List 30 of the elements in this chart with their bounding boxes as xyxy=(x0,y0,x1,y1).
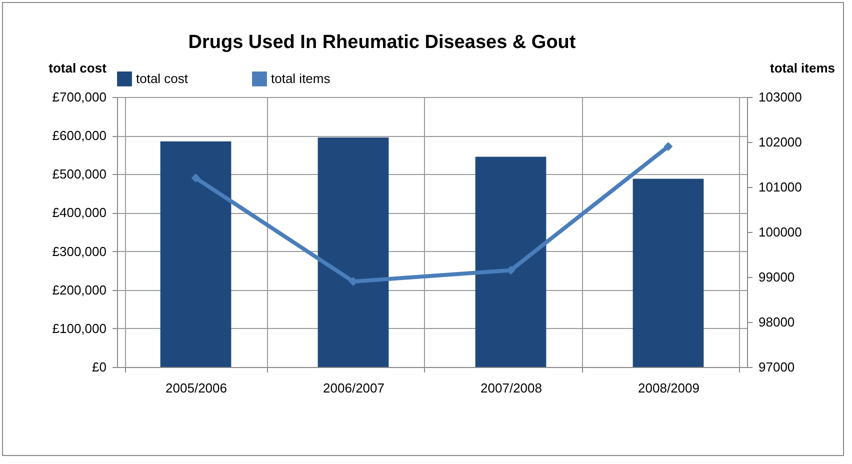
x-tick-label: 2007/2008 xyxy=(480,380,542,396)
y-tick-label: £600,000 xyxy=(52,128,106,144)
x-tick-label: 2008/2009 xyxy=(638,380,700,396)
y2-axis-title: total items xyxy=(770,60,836,76)
bar xyxy=(160,141,232,367)
legend-label: total items xyxy=(271,70,331,86)
legend-label: total cost xyxy=(136,70,188,86)
y2-tick-label: 100000 xyxy=(758,224,802,240)
y-tick-label: £500,000 xyxy=(52,166,106,182)
point xyxy=(191,174,200,182)
x-tick-label: 2005/2006 xyxy=(166,380,227,396)
y2-tick-label: 99000 xyxy=(758,270,795,284)
y-tick-label: £400,000 xyxy=(52,205,106,220)
bar xyxy=(318,138,389,367)
y-axis-title: total cost xyxy=(48,60,108,76)
y2-tick-label: 97000 xyxy=(758,360,795,374)
y-tick-label: £700,000 xyxy=(52,90,106,104)
y-tick-label: £200,000 xyxy=(52,282,106,298)
point xyxy=(664,142,673,151)
y2-tick-label: 103000 xyxy=(758,90,802,104)
chart-title: Drugs Used In Rheumatic Diseases & Gout xyxy=(188,32,576,53)
bar xyxy=(475,156,546,367)
x-tick-label: 2006/2007 xyxy=(323,380,384,396)
y-tick-label: £0 xyxy=(92,360,106,374)
bar xyxy=(632,178,704,367)
y2-tick-label: 98000 xyxy=(758,314,795,330)
y2-tick-label: 101000 xyxy=(758,180,802,194)
y-tick-label: £300,000 xyxy=(52,244,106,259)
y2-tick-label: 102000 xyxy=(758,134,802,150)
y-tick-label: £100,000 xyxy=(52,320,106,336)
